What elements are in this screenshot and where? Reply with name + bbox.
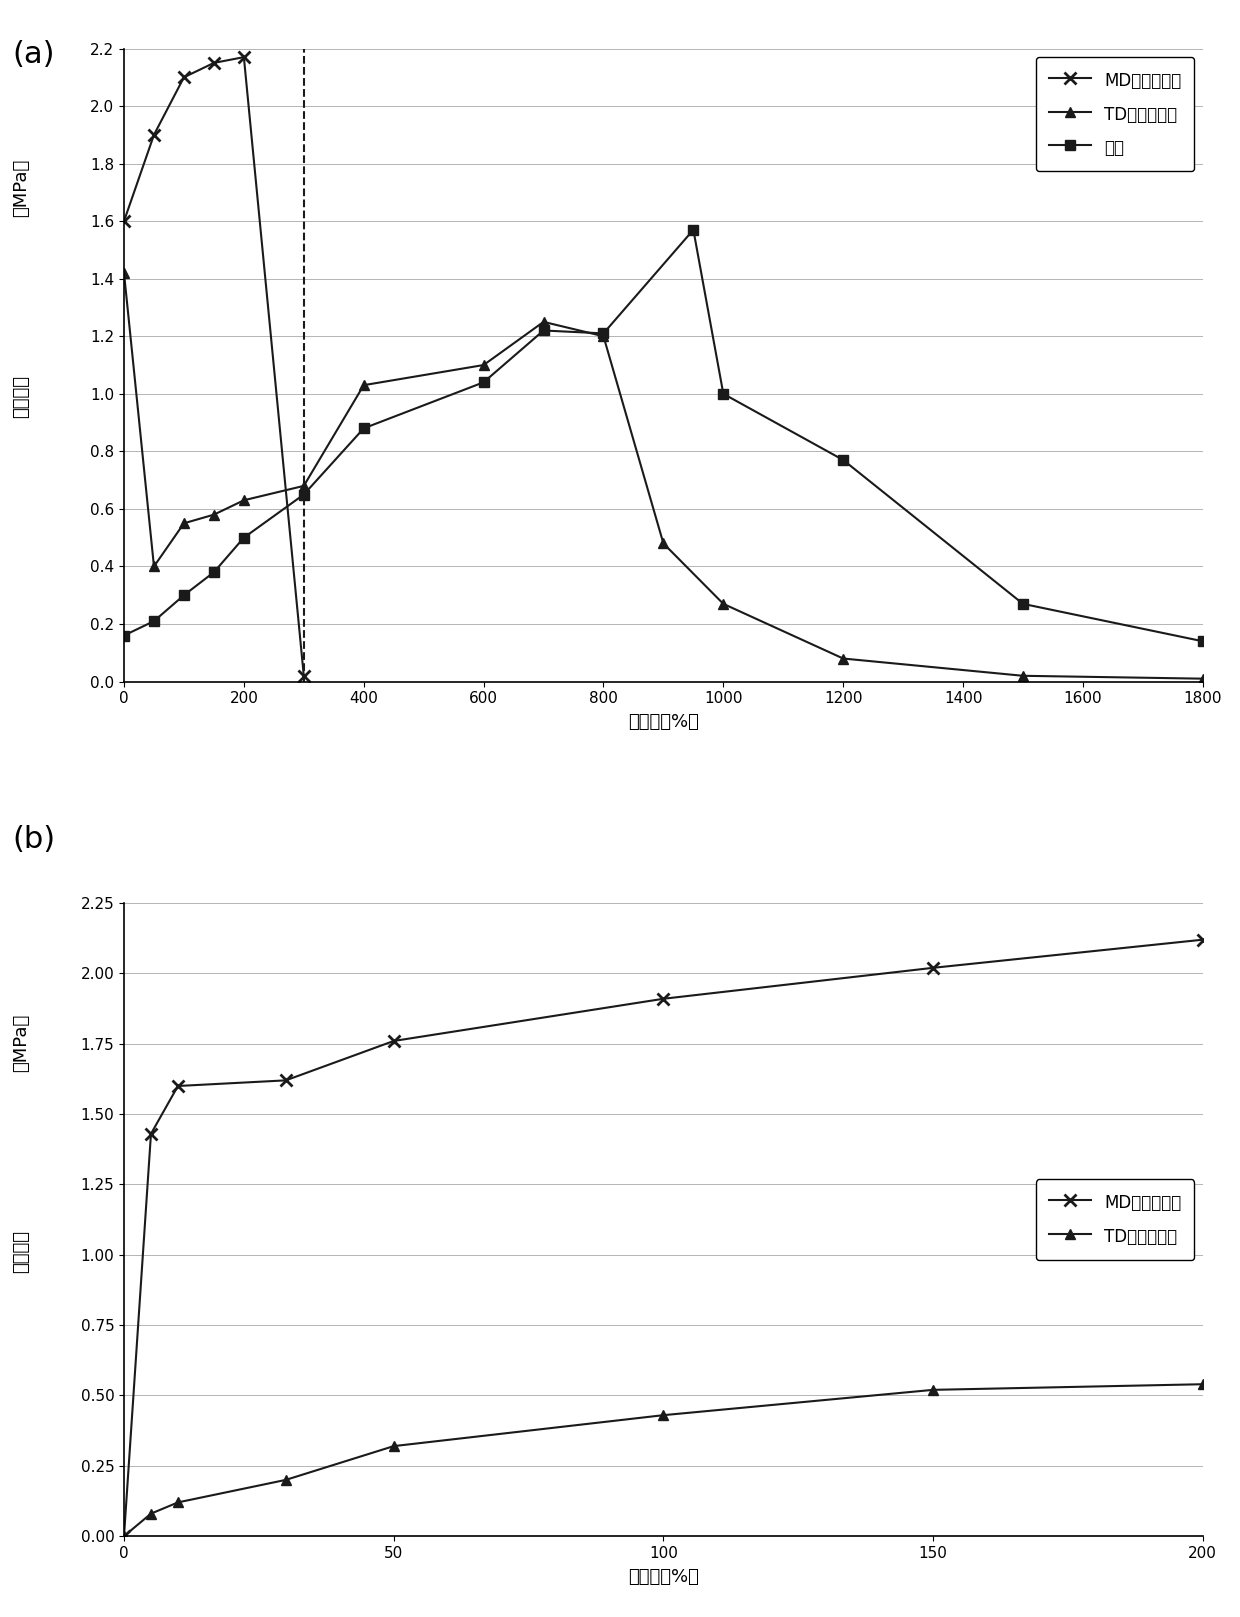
Line: 按压: 按压: [119, 225, 1208, 647]
按压: [1195, 632, 1210, 652]
TD：垂直方向: [1195, 669, 1210, 689]
MD：流动方向: [176, 68, 191, 87]
Line: TD：垂直方向: TD：垂直方向: [119, 268, 1208, 684]
TD：垂直方向: [536, 312, 551, 331]
TD：垂直方向: [176, 514, 191, 534]
MD：流动方向: [387, 1032, 402, 1051]
按压: [836, 450, 851, 469]
TD：垂直方向: [170, 1492, 186, 1512]
TD：垂直方向: [715, 593, 730, 613]
按压: [596, 323, 611, 343]
TD：垂直方向: [117, 1526, 131, 1546]
Text: （MPa）: （MPa）: [12, 158, 31, 217]
按压: [715, 385, 730, 404]
TD：垂直方向: [1016, 666, 1030, 686]
TD：垂直方向: [925, 1381, 941, 1400]
MD：流动方向: [144, 1124, 159, 1143]
按压: [476, 372, 491, 391]
MD：流动方向: [206, 53, 221, 73]
按压: [686, 220, 701, 239]
TD：垂直方向: [656, 1405, 671, 1425]
TD：垂直方向: [836, 648, 851, 668]
按压: [1016, 593, 1030, 613]
MD：流动方向: [170, 1077, 186, 1096]
Text: 拉伸强度: 拉伸强度: [12, 1231, 31, 1273]
TD：垂直方向: [596, 327, 611, 346]
TD：垂直方向: [356, 375, 371, 395]
TD：垂直方向: [117, 264, 131, 283]
MD：流动方向: [117, 212, 131, 231]
Text: 拉伸强度: 拉伸强度: [12, 375, 31, 419]
按压: [356, 419, 371, 438]
MD：流动方向: [278, 1070, 293, 1090]
Legend: MD：流动方向, TD：垂直方向: MD：流动方向, TD：垂直方向: [1035, 1179, 1194, 1260]
MD：流动方向: [237, 47, 252, 66]
TD：垂直方向: [206, 505, 221, 524]
MD：流动方向: [146, 125, 161, 144]
Text: (b): (b): [12, 825, 56, 854]
Legend: MD：流动方向, TD：垂直方向, 按压: MD：流动方向, TD：垂直方向, 按压: [1035, 57, 1194, 171]
按压: [206, 563, 221, 582]
Text: （MPa）: （MPa）: [12, 1014, 31, 1072]
MD：流动方向: [117, 1526, 131, 1546]
TD：垂直方向: [1195, 1374, 1210, 1394]
按压: [146, 611, 161, 631]
MD：流动方向: [1195, 930, 1210, 949]
X-axis label: 伸长率（%）: 伸长率（%）: [627, 1568, 699, 1586]
按压: [176, 585, 191, 605]
按压: [296, 485, 311, 505]
按压: [117, 626, 131, 645]
按压: [536, 320, 551, 340]
TD：垂直方向: [387, 1436, 402, 1455]
按压: [237, 529, 252, 548]
Line: TD：垂直方向: TD：垂直方向: [119, 1379, 1208, 1541]
Text: (a): (a): [12, 40, 55, 70]
MD：流动方向: [656, 990, 671, 1009]
MD：流动方向: [925, 959, 941, 978]
TD：垂直方向: [146, 556, 161, 576]
MD：流动方向: [296, 666, 311, 686]
TD：垂直方向: [656, 534, 671, 553]
TD：垂直方向: [237, 490, 252, 509]
Line: MD：流动方向: MD：流动方向: [118, 933, 1209, 1543]
X-axis label: 伸长率（%）: 伸长率（%）: [627, 713, 699, 731]
TD：垂直方向: [476, 356, 491, 375]
TD：垂直方向: [144, 1504, 159, 1523]
TD：垂直方向: [278, 1470, 293, 1489]
TD：垂直方向: [296, 475, 311, 495]
Line: MD：流动方向: MD：流动方向: [118, 50, 310, 682]
